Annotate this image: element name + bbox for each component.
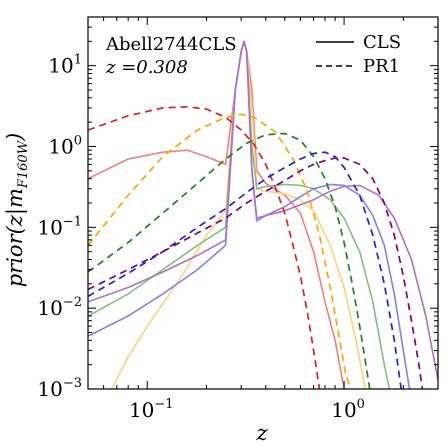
- series-line-solid-4: [88, 41, 438, 380]
- curves: [88, 41, 438, 389]
- redshift-annotation: z =0.308: [105, 57, 188, 78]
- cluster-annotation: Abell2744CLS: [105, 34, 237, 55]
- series-line-solid-0: [88, 41, 344, 389]
- y-tick-label-2: 10−1: [37, 214, 82, 239]
- y-tick-label-4: 10−3: [37, 376, 82, 401]
- y-axis-label: prior(z|mF160W): [3, 133, 31, 288]
- series-line-solid-1: [112, 41, 366, 389]
- series-line-dashed-5: [88, 107, 320, 389]
- x-tick-label-0: 10−1: [129, 397, 174, 422]
- legend: CLS PR1: [316, 32, 401, 77]
- legend-label-pr1: PR1: [363, 56, 400, 77]
- y-tick-label-1: 100: [48, 133, 82, 158]
- legend-label-cls: CLS: [363, 32, 401, 53]
- x-tick-label-1: 100: [331, 397, 365, 422]
- x-axis-label: z: [255, 421, 268, 445]
- y-tick-label-0: 101: [48, 53, 82, 78]
- y-tick-label-3: 10−2: [37, 295, 82, 320]
- series-line-solid-2: [88, 41, 389, 389]
